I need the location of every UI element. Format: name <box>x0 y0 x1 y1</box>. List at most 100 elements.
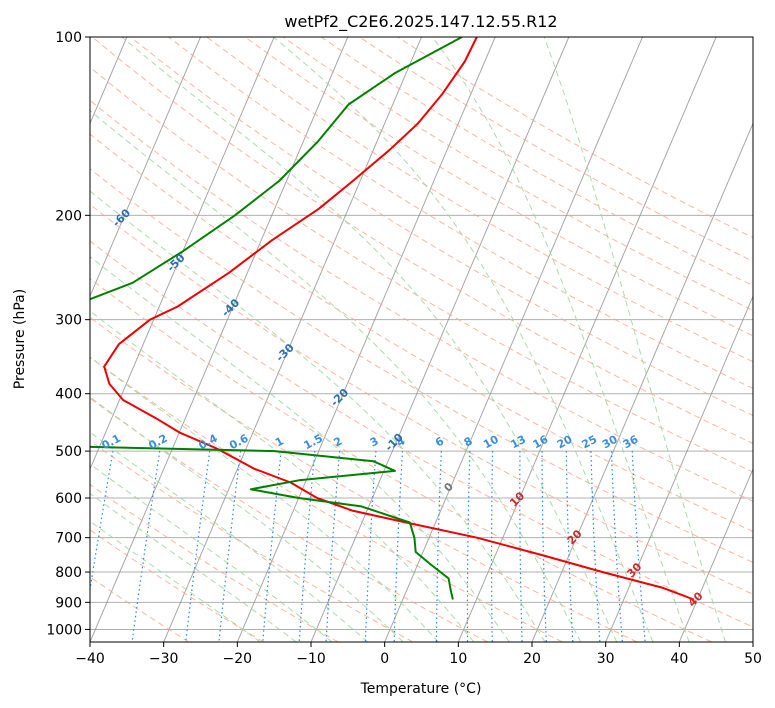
mixing-ratio-label: 25 <box>580 433 600 452</box>
isotherm-line <box>605 295 753 642</box>
dry-adiabat <box>90 529 264 642</box>
y-tick-label: 100 <box>55 30 82 46</box>
data-layer <box>90 37 695 601</box>
dry-adiabat <box>90 356 563 642</box>
x-tick-label: 30 <box>597 651 615 667</box>
dry-adiabat <box>90 440 414 642</box>
chart-title: wetPf2_C2E6.2025.147.12.55.R12 <box>284 12 557 32</box>
x-tick-label: 0 <box>380 651 389 667</box>
mixing-ratio-label: 20 <box>555 433 575 452</box>
y-tick-label: 400 <box>55 387 82 403</box>
mixing-ratio-line <box>466 451 471 642</box>
mixing-ratio-label: 3 <box>368 434 381 449</box>
mixing-ratio-line <box>364 451 377 642</box>
isotherm-line <box>90 37 201 298</box>
mixing-ratio-line <box>90 450 114 594</box>
dewpoint-line <box>90 37 463 600</box>
isotherm-label: 0 <box>441 480 456 495</box>
moist-adiabat <box>90 463 333 642</box>
dry-adiabat <box>90 240 753 628</box>
moist-adiabat <box>90 396 404 642</box>
mixing-ratio-line <box>519 451 523 642</box>
moist-adiabat <box>90 109 582 642</box>
isotherm-line <box>163 37 422 642</box>
mixing-ratio-label: 36 <box>621 433 641 452</box>
isotherm-label: 30 <box>624 560 644 580</box>
dry-adiabat <box>90 316 638 642</box>
x-tick-label: −10 <box>296 651 326 667</box>
dry-adiabat <box>168 37 753 389</box>
dry-adiabat <box>282 37 753 312</box>
temperature-line <box>103 37 695 601</box>
x-tick-label: −40 <box>75 651 105 667</box>
mixing-ratio-line <box>298 451 316 642</box>
moist-adiabat <box>90 256 510 642</box>
y-axis-label: Pressure (hPa) <box>12 289 28 389</box>
moist-adiabat <box>90 431 369 642</box>
mixing-ratio-line <box>631 451 646 642</box>
moist-adiabat <box>543 37 727 642</box>
mixing-ratio-line <box>435 451 442 642</box>
mixing-ratio-line <box>218 451 242 642</box>
y-tick-label: 700 <box>55 531 82 547</box>
mixing-ratio-line <box>541 451 547 642</box>
y-tick-label: 300 <box>55 313 82 329</box>
mixing-ratio-label: 0.1 <box>100 432 123 453</box>
isotherm-label: -40 <box>219 296 242 319</box>
moist-adiabat <box>273 37 654 642</box>
mixing-ratio-line <box>610 451 623 642</box>
isotherm-line <box>236 37 496 642</box>
isotherm-label: -20 <box>328 386 351 409</box>
isotherm-label: 20 <box>565 527 585 547</box>
mixing-ratio-label: 1 <box>273 434 286 449</box>
y-tick-label: 200 <box>55 208 82 224</box>
isotherm-label: 40 <box>686 589 706 609</box>
x-axis-label: Temperature (°C) <box>360 681 482 697</box>
isotherm-label: -30 <box>274 341 297 364</box>
isotherm-label: -10 <box>383 431 406 454</box>
x-tick-label: −30 <box>149 651 179 667</box>
x-tick-label: 50 <box>744 651 762 667</box>
mixing-ratio-label: 6 <box>433 434 446 449</box>
moist-adiabat <box>90 190 546 642</box>
dry-adiabat <box>90 168 753 563</box>
x-tick-label: 20 <box>523 651 541 667</box>
y-tick-label: 1000 <box>46 622 82 638</box>
isotherm-line <box>457 37 717 642</box>
y-tick-label: 600 <box>55 491 82 507</box>
mixing-ratio-label: 10 <box>481 433 501 452</box>
dry-adiabat <box>130 37 753 417</box>
mixing-ratio-label: 13 <box>508 433 528 452</box>
x-tick-label: 10 <box>449 651 467 667</box>
mixing-ratio-label: 16 <box>531 433 551 452</box>
mixing-ratio-line <box>565 451 574 642</box>
mixing-ratio-line <box>393 451 404 642</box>
y-tick-label: 500 <box>55 444 82 460</box>
dry-adiabat <box>91 37 753 445</box>
mixing-ratio-label: 8 <box>462 434 475 449</box>
dry-adiabat <box>90 99 753 502</box>
isotherm-label: 10 <box>507 489 527 509</box>
dry-adiabat <box>90 278 712 642</box>
isotherm-label: -60 <box>110 206 133 229</box>
isotherm-line <box>678 467 753 642</box>
dry-adiabat <box>90 576 190 642</box>
x-tick-label: 40 <box>670 651 688 667</box>
mixing-ratio-line <box>325 451 341 642</box>
x-tick-label: −20 <box>223 651 253 667</box>
mixing-ratio-line <box>131 451 161 642</box>
auxiliary-lines <box>90 37 753 642</box>
moist-adiabat <box>90 492 297 642</box>
isotherm-label: -50 <box>164 251 187 274</box>
dry-adiabat <box>90 203 753 595</box>
y-tick-label: 900 <box>55 595 82 611</box>
isotherm-line <box>384 37 643 642</box>
moist-adiabat <box>90 310 475 642</box>
y-tick-label: 800 <box>55 565 82 581</box>
isotherm-line <box>90 37 349 642</box>
mixing-ratio-line <box>185 451 211 642</box>
moist-adiabat <box>90 520 261 642</box>
mixing-ratio-label: 2 <box>332 434 345 449</box>
mixing-ratio-label: 0.6 <box>227 432 251 453</box>
